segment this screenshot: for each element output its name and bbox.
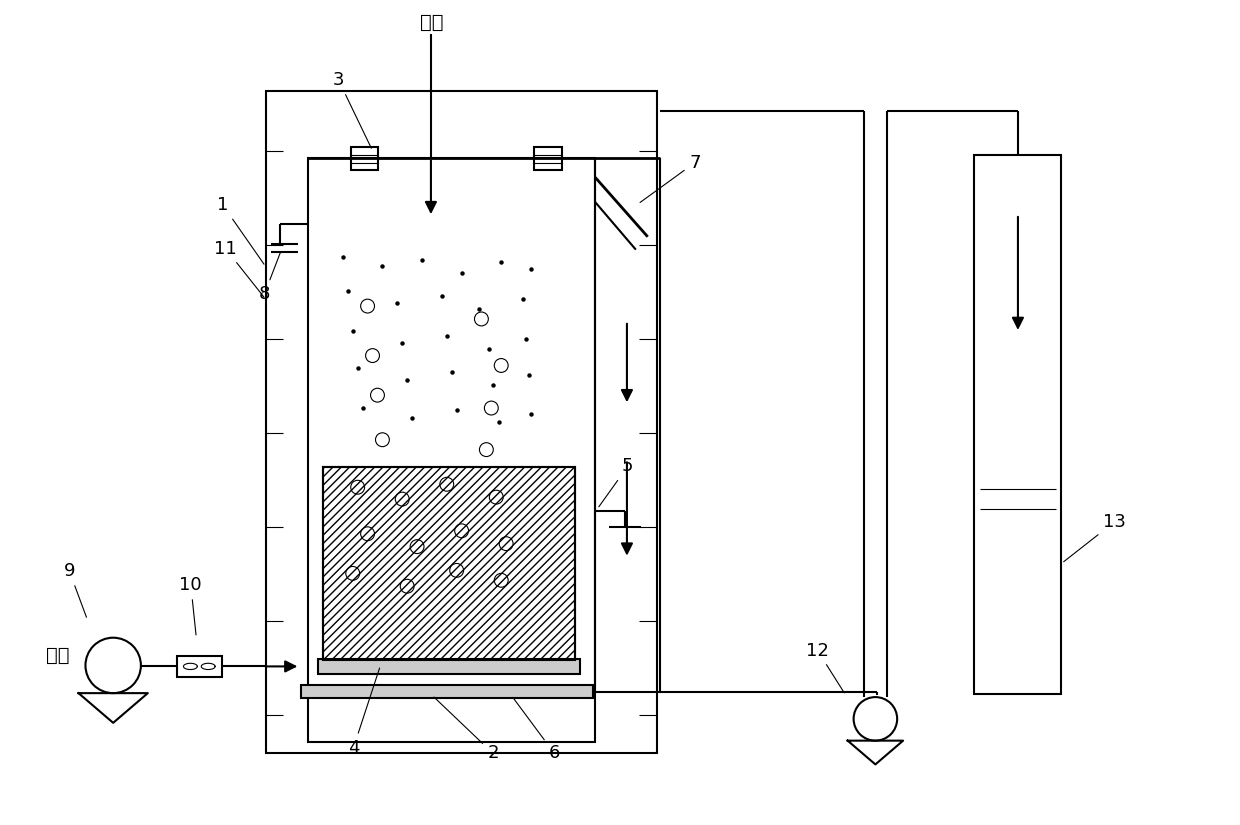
Bar (301, 686, 593, 698)
Text: 6: 6 (513, 697, 560, 762)
Text: 12: 12 (806, 642, 844, 693)
Bar (176, 656, 222, 677)
Bar (319, 659, 580, 674)
Text: 4: 4 (347, 668, 379, 757)
Bar (309, 158, 595, 742)
Text: 3: 3 (332, 71, 371, 148)
Text: 进水: 进水 (420, 12, 444, 31)
Text: 9: 9 (63, 563, 87, 617)
Text: 11: 11 (215, 239, 264, 297)
Text: 13: 13 (1064, 513, 1126, 562)
Text: 1: 1 (217, 196, 264, 264)
Bar (975, 154, 1061, 694)
Bar (351, 147, 378, 171)
Bar (324, 468, 575, 661)
Bar (324, 468, 575, 661)
Bar (534, 147, 562, 171)
Text: 7: 7 (640, 153, 701, 202)
Bar (265, 92, 657, 752)
Text: 8: 8 (259, 252, 280, 303)
Text: 空气: 空气 (46, 646, 69, 665)
Text: 10: 10 (180, 576, 202, 635)
Text: 5: 5 (599, 457, 634, 507)
Text: 2: 2 (434, 697, 498, 762)
